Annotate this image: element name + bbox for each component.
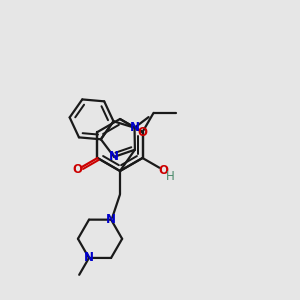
Text: O: O xyxy=(137,125,148,139)
Text: N: N xyxy=(84,251,94,264)
Text: N: N xyxy=(109,150,119,164)
Text: H: H xyxy=(166,170,175,183)
Text: N: N xyxy=(106,213,116,226)
Text: N: N xyxy=(130,121,140,134)
Text: O: O xyxy=(73,163,82,176)
Text: O: O xyxy=(159,164,169,177)
